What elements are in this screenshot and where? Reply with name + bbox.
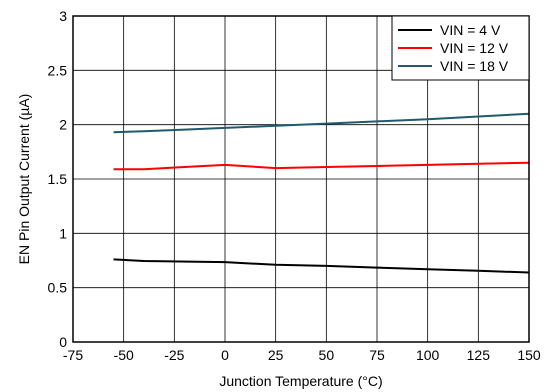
x-tick-label: 150 [517,347,541,363]
y-tick-labels: 0 0.5 1 1.5 2 2.5 3 [48,8,68,350]
y-tick-label: 1 [59,225,67,241]
x-tick-label: -75 [63,347,83,363]
legend-label: VIN = 12 V [440,40,509,56]
y-tick-label: 1.5 [48,171,68,187]
x-tick-label: 75 [369,347,385,363]
x-tick-label: 25 [268,347,284,363]
x-tick-label: 50 [319,347,335,363]
legend-label: VIN = 18 V [440,58,509,74]
legend: VIN = 4 V VIN = 12 V VIN = 18 V [391,15,530,81]
y-tick-label: 3 [59,8,67,24]
series-line [113,112,530,134]
x-tick-labels: -75 -50 -25 0 25 50 75 100 125 150 [63,347,541,363]
series-lines [113,112,530,274]
plot-frame [72,15,530,343]
y-axis-title: EN Pin Output Current (µA) [16,94,32,265]
y-tick-label: 0.5 [48,280,68,296]
x-tick-label: -25 [164,347,184,363]
y-tick-label: 0 [59,334,67,350]
x-axis-title: Junction Temperature (°C) [219,373,382,389]
x-tick-label: 100 [416,347,440,363]
series-line [113,161,530,171]
y-tick-label: 2.5 [48,62,68,78]
legend-label: VIN = 4 V [440,22,501,38]
x-tick-label: -50 [114,347,134,363]
y-tick-label: 2 [59,117,67,133]
series-line [113,258,530,274]
x-tick-label: 0 [221,347,229,363]
x-tick-label: 125 [467,347,491,363]
